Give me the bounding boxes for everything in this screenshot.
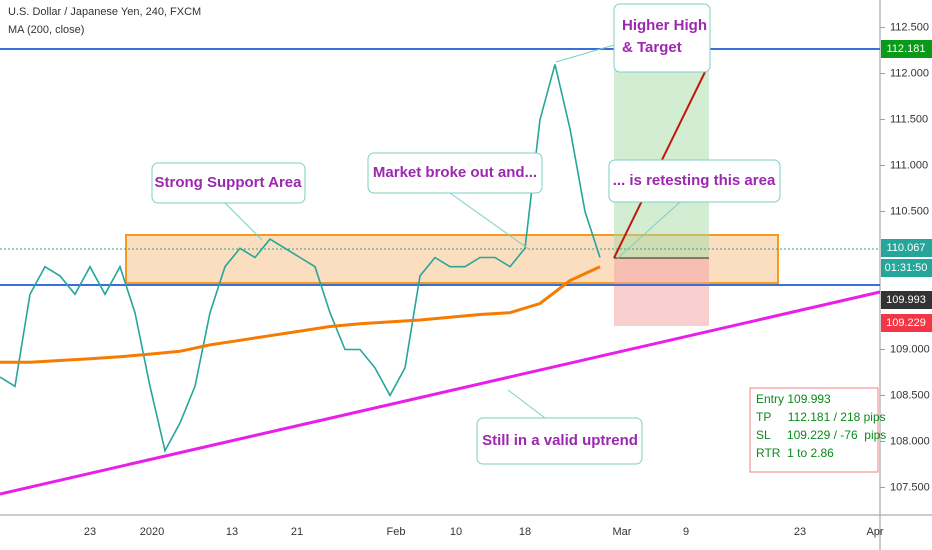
callout-pointer [617,201,681,259]
price-label-bg [881,291,932,309]
callout-text: Strong Support Area [155,174,303,191]
info-line: Entry 109.993 [756,392,831,406]
callout-pointer [507,389,546,419]
price-label: 109.993 [886,294,926,306]
callout [476,417,643,465]
x-tick-label: 2020 [140,526,164,538]
info-line: TP 112.181 / 218 pips [756,410,886,424]
callout-text: Market broke out and... [373,164,537,181]
x-tick-label: 13 [226,526,238,538]
countdown-bg [881,259,932,277]
y-tick-label: 111.000 [890,159,928,171]
price-label: 110.067 [887,242,926,254]
callout-text: Higher High [622,17,707,34]
x-tick-label: 23 [794,526,806,538]
y-tick-label: 112.500 [890,21,929,33]
y-tick-label: 108.500 [890,389,930,401]
callout-pointer [449,192,531,251]
callout-text: ... is retesting this area [613,172,776,189]
price-label: 109.229 [886,317,926,329]
callout-text: Still in a valid uptrend [482,432,638,449]
trend-line [0,290,881,496]
y-tick-label: 111.500 [890,113,928,125]
chart-title: U.S. Dollar / Japanese Yen, 240, FXCM [8,6,201,18]
callout-pointer [555,44,615,63]
price-label-bg [881,239,932,257]
x-tick-label: Mar [613,526,632,538]
y-tick-label: 108.000 [890,435,930,447]
x-tick-label: Feb [387,526,406,538]
price-label-bg [881,314,932,332]
plot [0,64,601,453]
info-box [749,387,879,473]
target-zone [614,50,709,258]
stop-zone [614,258,709,326]
y-tick-label: 112.000 [890,67,929,79]
info-line: RTR 1 to 2.86 [756,446,834,460]
y-tick-label: 107.500 [890,481,930,493]
x-tick-label: 21 [291,526,303,538]
countdown: 01:31:50 [885,262,928,274]
price-label: 112.181 [887,43,926,55]
price-label-bg [881,40,932,58]
callout [367,152,543,194]
callout [151,162,306,204]
series-line [0,64,601,453]
info-line: SL 109.229 / -76 pips [756,428,886,442]
x-tick-label: 23 [84,526,96,538]
callout [608,159,781,203]
x-tick-label: 9 [683,526,689,538]
series-line [0,265,601,364]
indicator-label: MA (200, close) [8,24,84,36]
x-tick-label: 18 [519,526,531,538]
y-tick-label: 109.000 [890,343,930,355]
y-tick-label: 110.500 [890,205,929,217]
callout [613,3,711,73]
x-tick-label: Apr [866,526,883,538]
callout-pointer [224,202,263,241]
x-tick-label: 10 [450,526,462,538]
callout-text: & Target [622,39,682,56]
